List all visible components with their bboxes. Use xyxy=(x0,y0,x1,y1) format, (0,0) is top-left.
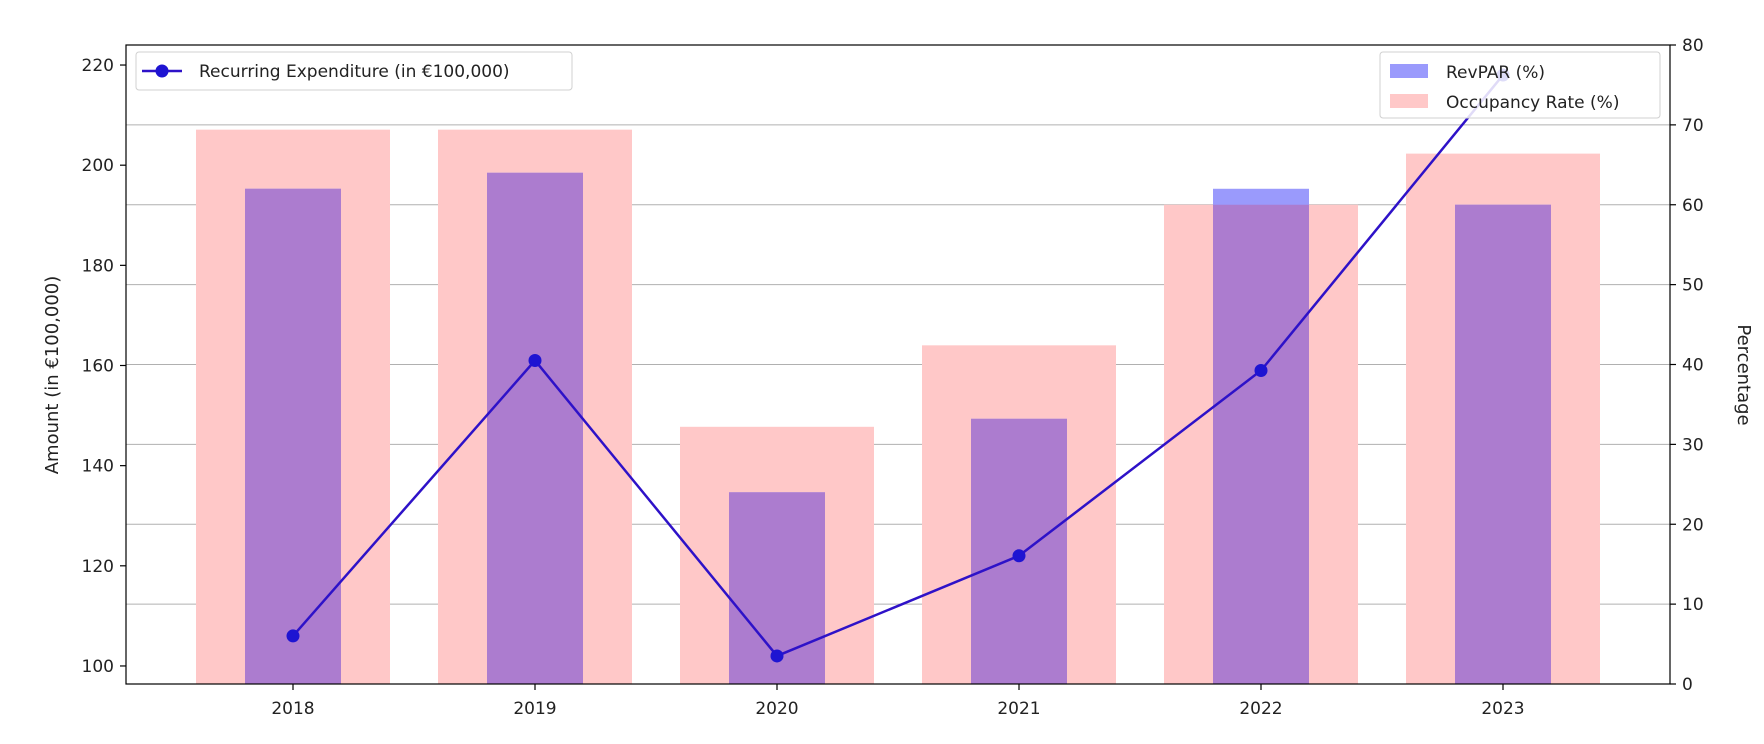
right-tick-label: 30 xyxy=(1682,435,1704,455)
legend-line: Recurring Expenditure (in €100,000) xyxy=(135,51,573,91)
expenditure-point xyxy=(1254,364,1268,378)
overlap-bar xyxy=(1455,204,1551,684)
left-tick-label: 120 xyxy=(82,557,114,577)
x-tick-label: 2022 xyxy=(1239,699,1282,719)
right-tick-label: 50 xyxy=(1682,276,1704,296)
x-tick-label: 2023 xyxy=(1481,699,1524,719)
overlap-bars xyxy=(245,172,1551,685)
x-tick-label: 2021 xyxy=(997,699,1040,719)
right-tick-label: 20 xyxy=(1682,515,1704,535)
legend-swatch-occupancy xyxy=(1390,94,1428,108)
legend-entry-expenditure: Recurring Expenditure (in €100,000) xyxy=(199,62,510,82)
expenditure-point xyxy=(286,629,300,643)
right-tick-label: 10 xyxy=(1682,595,1704,615)
x-tick-label: 2020 xyxy=(755,699,798,719)
left-tick-label: 200 xyxy=(82,156,114,176)
overlap-bar xyxy=(1213,204,1309,684)
legend-entry-occupancy: Occupancy Rate (%) xyxy=(1446,93,1619,113)
y-axis-left-title: Amount (in €100,000) xyxy=(42,276,63,475)
right-axis-ticks: 0 10 20 30 40 50 60 70 80 xyxy=(1670,36,1704,695)
x-axis-ticks: 2018 2019 2020 2021 2022 2023 xyxy=(271,684,1525,719)
legend-bars: RevPAR (%) Occupancy Rate (%) xyxy=(1379,51,1661,119)
left-tick-label: 180 xyxy=(82,256,114,276)
x-tick-label: 2018 xyxy=(271,699,314,719)
right-tick-label: 80 xyxy=(1682,36,1704,56)
right-tick-label: 60 xyxy=(1682,196,1704,216)
overlap-bar xyxy=(487,172,583,685)
overlap-bar xyxy=(245,188,341,684)
expenditure-point xyxy=(528,353,542,367)
left-tick-label: 160 xyxy=(82,357,114,377)
right-tick-label: 0 xyxy=(1682,675,1693,695)
left-tick-label: 140 xyxy=(82,457,114,477)
left-tick-label: 100 xyxy=(82,657,114,677)
right-tick-label: 40 xyxy=(1682,356,1704,376)
left-axis-ticks: 100 120 140 160 180 200 220 xyxy=(82,56,126,677)
left-tick-label: 220 xyxy=(82,56,114,76)
expenditure-point xyxy=(770,649,784,663)
legend-swatch-revpar xyxy=(1390,64,1428,78)
expenditure-point xyxy=(1012,549,1026,563)
expenditure-line xyxy=(292,74,1504,658)
y-axis-right-title: Percentage xyxy=(1733,324,1754,425)
legend-entry-revpar: RevPAR (%) xyxy=(1446,63,1545,83)
x-tick-label: 2019 xyxy=(513,699,556,719)
right-tick-label: 70 xyxy=(1682,116,1704,136)
